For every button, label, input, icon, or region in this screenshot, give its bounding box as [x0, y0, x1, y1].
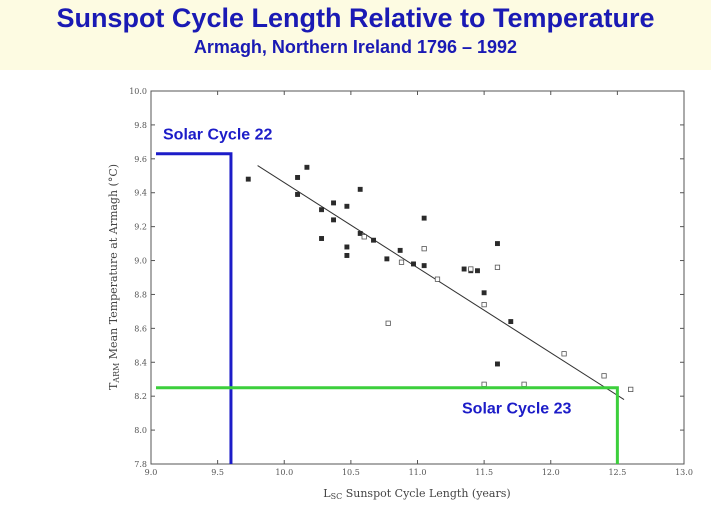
data-point-open — [385, 320, 391, 326]
x-axis-ticks: 9.0 9.5 10.0 10.5 11.0 11.5 12.0 12.5 13.0 — [145, 91, 693, 477]
trend-line-group — [257, 165, 625, 400]
cycle-overlays: Solar Cycle 22 Solar Cycle 23 — [156, 127, 619, 464]
data-point-filled — [397, 247, 403, 253]
solar-cycle-22-label: Solar Cycle 22 — [163, 127, 273, 144]
x-tick-label: 10.5 — [342, 468, 360, 477]
x-tick-label: 9.5 — [211, 468, 224, 477]
y-axis-label-main: T — [107, 382, 120, 390]
data-point-filled — [304, 164, 310, 170]
data-point-filled — [421, 263, 427, 269]
solar-cycle-23-marker — [156, 386, 619, 464]
y-axis-label: TARM Mean Temperature at Armagh (°C) — [107, 164, 121, 390]
y-tick-label: 7.8 — [134, 460, 147, 469]
data-point-filled — [357, 186, 363, 192]
solar-cycle-22-marker — [156, 152, 233, 464]
trend-line — [257, 165, 625, 400]
data-point-open — [628, 386, 634, 393]
x-axis-label: LSC Sunspot Cycle Length (years) — [323, 487, 510, 501]
page-title: Sunspot Cycle Length Relative to Tempera… — [56, 3, 655, 33]
data-point-filled — [319, 207, 325, 213]
page-subtitle: Armagh, Northern Ireland 1796 – 1992 — [193, 37, 518, 57]
data-points — [245, 164, 634, 393]
x-axis-label-rest: Sunspot Cycle Length (years) — [342, 487, 510, 500]
data-point-filled — [495, 241, 500, 247]
data-point-filled — [319, 236, 325, 241]
data-point-filled — [245, 176, 251, 182]
x-tick-label: 12.5 — [608, 468, 626, 477]
x-tick-label: 11.0 — [409, 468, 427, 477]
y-tick-label: 9.2 — [134, 223, 147, 232]
data-point-open — [521, 381, 527, 387]
data-point-filled — [331, 217, 337, 223]
data-point-filled — [371, 237, 376, 243]
y-tick-label: 8.8 — [134, 290, 147, 299]
data-point-filled — [411, 261, 416, 267]
solar-cycle-23-label: Solar Cycle 23 — [462, 401, 572, 418]
y-tick-label: 8.2 — [134, 392, 147, 401]
data-point-open — [468, 266, 474, 272]
data-point-filled — [421, 215, 427, 221]
data-point-filled — [475, 268, 480, 274]
y-tick-label: 9.8 — [134, 121, 147, 130]
y-tick-label: 9.4 — [134, 189, 147, 198]
x-tick-label: 12.0 — [542, 468, 560, 477]
data-point-filled — [495, 361, 500, 367]
data-point-filled — [461, 266, 467, 272]
data-point-filled — [344, 244, 350, 250]
x-tick-label: 10.0 — [275, 468, 293, 477]
x-tick-label: 9.0 — [145, 468, 158, 477]
data-point-open — [434, 276, 441, 282]
y-axis-label-sub: ARM — [112, 363, 121, 384]
data-point-open — [494, 264, 501, 270]
data-point-filled — [384, 256, 390, 262]
data-point-open — [361, 234, 367, 240]
data-point-filled — [481, 290, 487, 296]
y-axis-ticks: 7.8 8.0 8.2 8.4 8.6 8.8 9.0 9.2 9.4 9.6 9.8 10.0 — [129, 87, 684, 469]
x-tick-label: 13.0 — [675, 468, 693, 477]
x-axis-label-main: L — [323, 487, 331, 500]
data-point-filled — [508, 319, 514, 325]
data-point-open — [481, 302, 487, 308]
y-tick-label: 9.6 — [134, 155, 147, 164]
data-point-open — [561, 351, 567, 357]
y-axis-label-rest: Mean Temperature at Armagh (°C) — [107, 164, 120, 363]
data-point-filled — [295, 175, 301, 180]
x-axis-label-sub: SC — [331, 492, 343, 501]
data-point-open — [398, 259, 405, 265]
data-point-open — [481, 381, 487, 387]
y-tick-label: 9.0 — [134, 257, 147, 266]
x-tick-label: 11.5 — [475, 468, 493, 477]
data-point-filled — [357, 230, 363, 236]
data-point-open — [421, 246, 427, 252]
title-band — [0, 0, 711, 70]
data-point-filled — [344, 253, 350, 258]
y-tick-label: 8.4 — [134, 358, 147, 367]
y-tick-label: 10.0 — [129, 87, 147, 96]
data-point-open — [601, 373, 607, 379]
data-point-filled — [344, 203, 350, 209]
y-tick-label: 8.6 — [134, 324, 147, 333]
data-point-filled — [295, 191, 301, 197]
data-point-filled — [331, 200, 337, 206]
y-tick-label: 8.0 — [134, 426, 147, 435]
